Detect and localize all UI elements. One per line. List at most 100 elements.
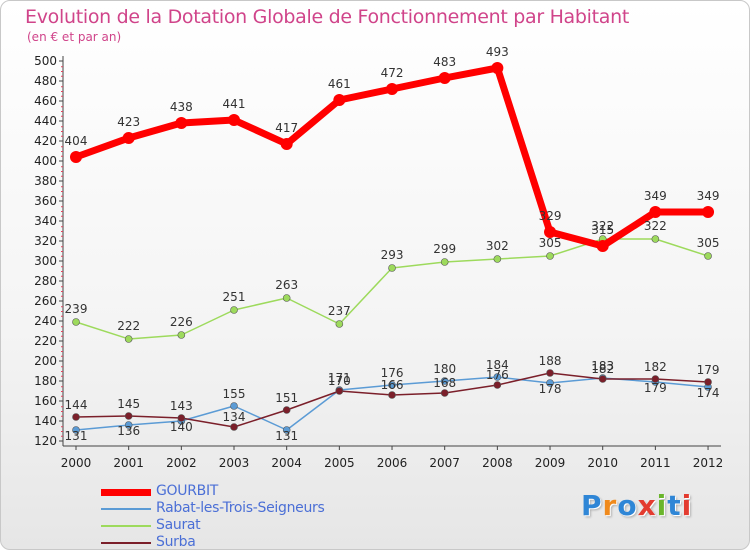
- data-point: [335, 387, 344, 395]
- data-point: [493, 381, 502, 389]
- data-label: 140: [170, 420, 193, 434]
- data-label: 438: [170, 100, 193, 114]
- data-label: 144: [65, 398, 88, 412]
- data-label: 168: [433, 376, 456, 390]
- y-tick-label: 460: [34, 94, 57, 108]
- data-point: [335, 320, 344, 328]
- data-label: 349: [697, 189, 720, 203]
- y-tick-label: 340: [34, 214, 57, 228]
- data-point: [440, 389, 449, 397]
- data-label: 299: [433, 242, 456, 256]
- data-label: 322: [644, 219, 667, 233]
- data-label: 183: [591, 359, 614, 373]
- proxiti-logo: Proxiti: [581, 489, 693, 522]
- x-tick-label: 2011: [640, 456, 671, 470]
- data-point: [230, 306, 238, 314]
- data-label: 251: [223, 290, 246, 304]
- data-point: [124, 335, 133, 343]
- x-tick-label: 2009: [535, 456, 566, 470]
- data-label: 145: [117, 397, 140, 411]
- data-label: 461: [328, 77, 351, 91]
- data-label: 182: [644, 360, 667, 374]
- y-tick-label: 300: [34, 254, 57, 268]
- data-point: [491, 62, 504, 74]
- chart-title: Evolution de la Dotation Globale de Fonc…: [25, 6, 630, 28]
- data-label: 322: [591, 219, 614, 233]
- data-label: 188: [539, 354, 562, 368]
- data-label: 493: [486, 45, 509, 59]
- data-label: 179: [697, 363, 720, 377]
- data-point: [544, 226, 557, 238]
- y-tick-label: 480: [34, 74, 57, 88]
- legend-swatch: [101, 488, 151, 496]
- y-tick-label: 380: [34, 174, 57, 188]
- x-tick-label: 2010: [587, 456, 618, 470]
- y-tick-label: 140: [34, 414, 57, 428]
- y-tick-label: 120: [34, 434, 57, 448]
- data-label: 155: [223, 387, 246, 401]
- data-point: [651, 235, 660, 243]
- data-point: [386, 83, 399, 95]
- y-tick-label: 440: [34, 114, 57, 128]
- data-point: [282, 406, 291, 414]
- data-label: 305: [697, 236, 720, 250]
- data-point: [124, 412, 133, 420]
- data-label: 174: [697, 386, 720, 400]
- data-point: [230, 402, 238, 410]
- data-point: [438, 72, 451, 84]
- legend-swatch: [101, 542, 151, 544]
- data-point: [175, 117, 188, 129]
- data-label: 302: [486, 239, 509, 253]
- y-tick-label: 500: [34, 54, 57, 68]
- data-point: [228, 114, 241, 126]
- y-tick-label: 320: [34, 234, 57, 248]
- data-label: 151: [275, 391, 298, 405]
- data-point: [440, 258, 449, 266]
- data-label: 239: [65, 302, 88, 316]
- data-point: [333, 94, 346, 106]
- chart-subtitle: (en € et par an): [27, 30, 122, 44]
- data-point: [651, 375, 660, 383]
- data-point: [124, 421, 133, 429]
- data-label: 349: [644, 189, 667, 203]
- legend-label: Saurat: [156, 517, 201, 533]
- y-tick-label: 240: [34, 314, 57, 328]
- data-label: 237: [328, 304, 351, 318]
- data-label: 404: [65, 134, 88, 148]
- legend-label: Rabat-les-Trois-Seigneurs: [156, 500, 325, 516]
- data-point: [598, 375, 607, 383]
- data-point: [72, 426, 80, 434]
- y-tick-label: 280: [34, 274, 57, 288]
- data-label: 166: [381, 378, 404, 392]
- y-tick-label: 420: [34, 134, 57, 148]
- data-label: 180: [433, 362, 456, 376]
- x-tick-label: 2003: [219, 456, 250, 470]
- data-point: [704, 252, 712, 260]
- x-tick-label: 2002: [166, 456, 197, 470]
- data-label: 178: [539, 382, 562, 396]
- y-tick-label: 220: [34, 334, 57, 348]
- x-tick-label: 2004: [271, 456, 302, 470]
- data-label: 134: [223, 410, 246, 424]
- data-point: [177, 414, 186, 422]
- data-label: 263: [275, 278, 298, 292]
- data-label: 176: [486, 368, 509, 382]
- data-label: 176: [381, 366, 404, 380]
- legend-label: GOURBIT: [156, 483, 219, 499]
- data-point: [72, 318, 80, 326]
- data-point: [649, 206, 662, 218]
- y-tick-label: 180: [34, 374, 57, 388]
- legend-swatch: [101, 508, 151, 510]
- y-tick-label: 160: [34, 394, 57, 408]
- data-label: 329: [539, 209, 562, 223]
- y-tick-label: 200: [34, 354, 57, 368]
- data-label: 305: [539, 236, 562, 250]
- data-point: [493, 373, 502, 381]
- data-label: 293: [381, 248, 404, 262]
- data-label: 136: [117, 424, 140, 438]
- y-tick-label: 400: [34, 154, 57, 168]
- data-point: [388, 264, 396, 272]
- data-point: [72, 413, 80, 421]
- data-point: [702, 206, 715, 218]
- data-point: [493, 255, 502, 263]
